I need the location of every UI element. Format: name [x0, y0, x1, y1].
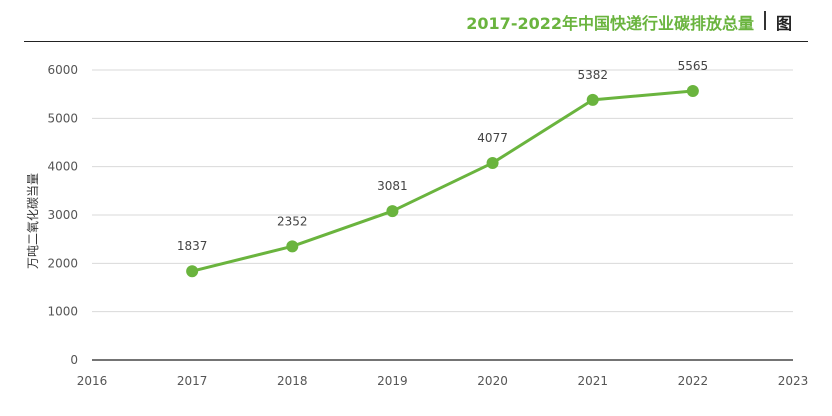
y-tick-label: 5000 [47, 111, 78, 125]
x-tick-label: 2023 [778, 374, 809, 388]
x-tick-label: 2019 [377, 374, 408, 388]
data-point [687, 85, 699, 97]
data-label: 4077 [477, 131, 508, 145]
y-axis-ticks: 0 1000 2000 3000 4000 5000 6000 [47, 63, 78, 367]
y-axis-label: 万吨二氧化碳当量 [26, 173, 40, 269]
series [186, 85, 699, 277]
y-tick-label: 6000 [47, 63, 78, 77]
data-label: 2352 [277, 214, 308, 228]
x-tick-label: 2022 [678, 374, 709, 388]
data-label: 1837 [177, 239, 208, 253]
y-tick-label: 4000 [47, 160, 78, 174]
data-label: 3081 [377, 179, 408, 193]
y-tick-label: 3000 [47, 208, 78, 222]
x-tick-label: 2021 [577, 374, 608, 388]
data-label: 5382 [577, 68, 608, 82]
x-tick-label: 2018 [277, 374, 308, 388]
data-label: 5565 [678, 59, 709, 73]
x-tick-label: 2016 [77, 374, 108, 388]
data-point [386, 205, 398, 217]
y-tick-label: 1000 [47, 305, 78, 319]
data-point [186, 265, 198, 277]
x-axis-ticks: 2016 2017 2018 2019 2020 2021 2022 2023 [77, 374, 809, 388]
data-point [286, 240, 298, 252]
data-point [487, 157, 499, 169]
y-tick-label: 2000 [47, 256, 78, 270]
y-tick-label: 0 [70, 353, 78, 367]
gridlines [92, 70, 793, 360]
x-tick-label: 2017 [177, 374, 208, 388]
x-tick-label: 2020 [477, 374, 508, 388]
data-point [587, 94, 599, 106]
data-labels: 1837 2352 3081 4077 5382 5565 [177, 59, 708, 253]
